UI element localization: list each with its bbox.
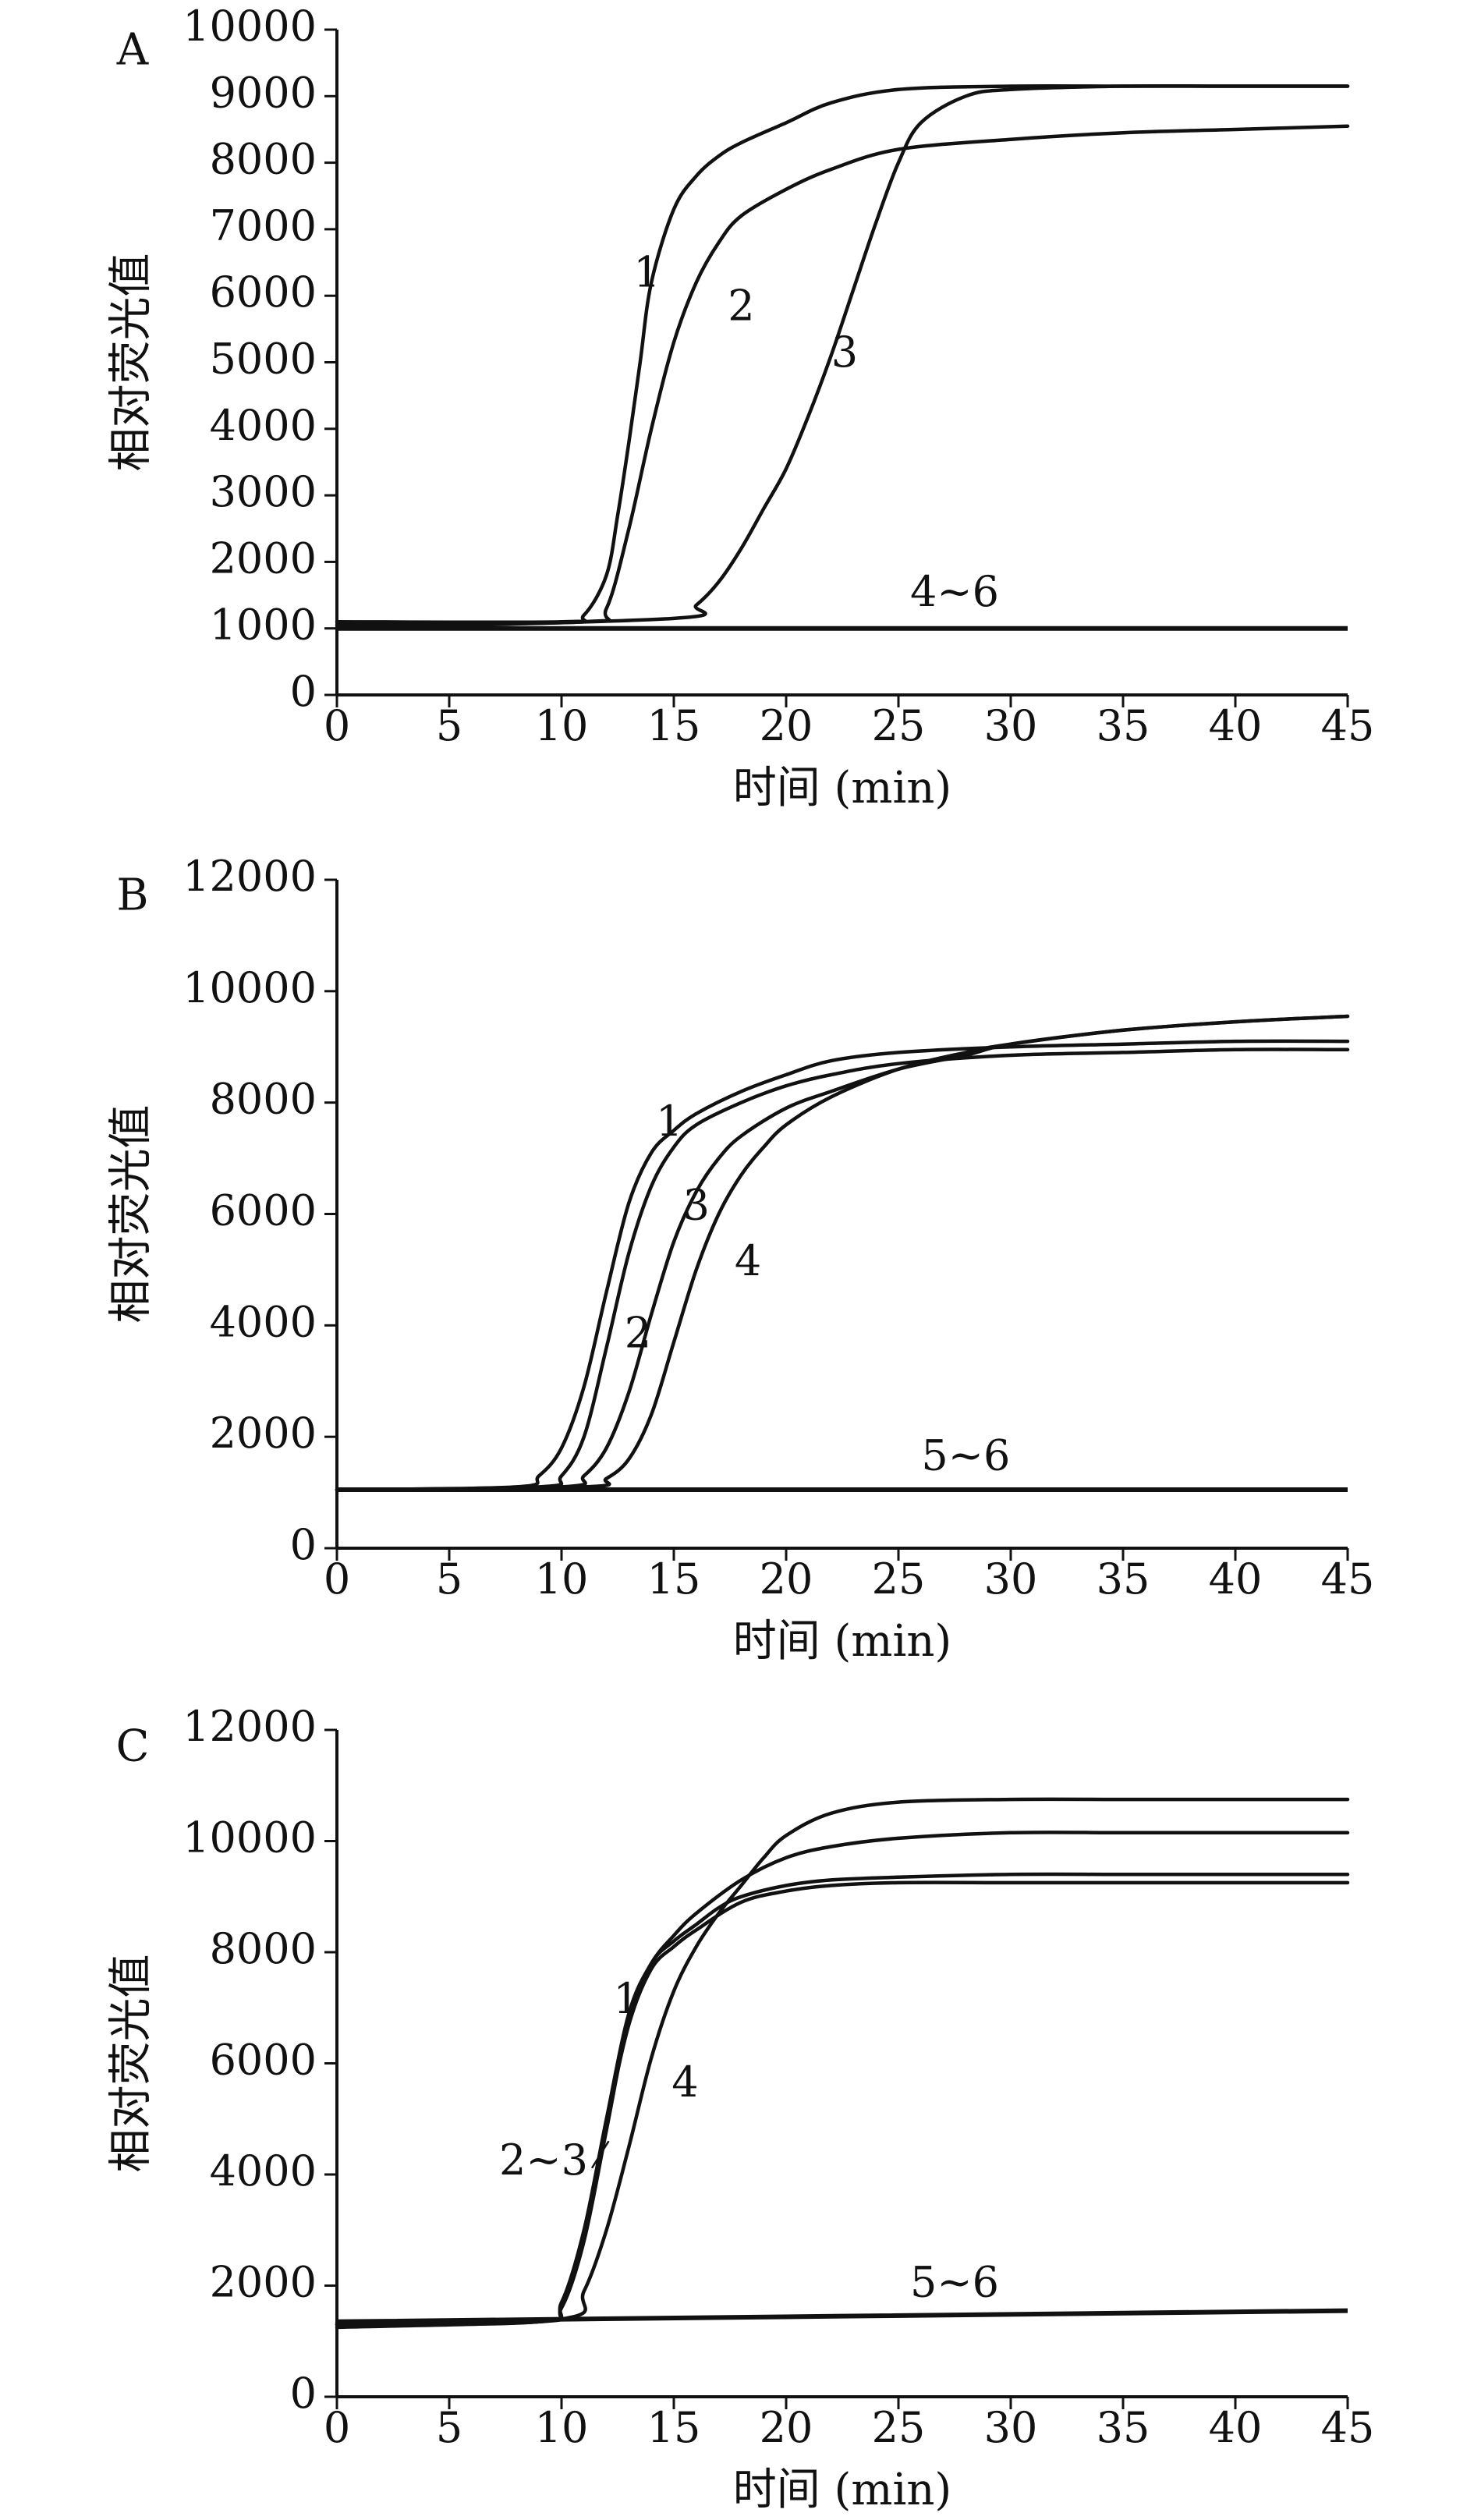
series-line-1 <box>335 1872 1350 2327</box>
y-tick-label: 9000 <box>210 68 317 117</box>
panel-letter: C <box>116 1721 150 1772</box>
curve-label-1: 1 <box>613 1974 640 2023</box>
y-tick-label: 3000 <box>210 467 317 516</box>
y-tick-label: 7000 <box>210 201 317 250</box>
x-tick-label: 5 <box>436 2403 462 2452</box>
x-tick-label: 30 <box>984 701 1038 750</box>
series-line-2 <box>335 1047 1350 1492</box>
curve-label-5-6: 5~6 <box>921 1431 1010 1480</box>
y-tick-label: 8000 <box>210 1924 317 1973</box>
x-tick-label: 35 <box>1097 701 1150 750</box>
curve-label-2-3: 2~3 <box>499 2135 588 2185</box>
y-tick-label: 6000 <box>210 268 317 317</box>
series-line-1 <box>335 1039 1350 1492</box>
x-tick-label: 0 <box>324 1554 350 1604</box>
x-tick-label: 15 <box>647 1554 701 1604</box>
y-axis-title: 相对荧光值 <box>106 1955 157 2173</box>
y-tick-label: 4000 <box>210 401 317 450</box>
x-tick-label: 25 <box>872 701 926 750</box>
curve-label-3: 3 <box>831 328 858 377</box>
curve-label-4: 4 <box>671 2057 698 2107</box>
y-tick-label: 10000 <box>182 963 317 1012</box>
curve-label-2: 2 <box>728 281 754 330</box>
x-tick-label: 20 <box>760 701 813 750</box>
y-tick-label: 2000 <box>210 533 317 583</box>
y-tick-label: 8000 <box>210 1075 317 1124</box>
y-tick-label: 8000 <box>210 135 317 184</box>
x-tick-label: 40 <box>1209 1554 1263 1604</box>
y-tick-label: 12000 <box>182 852 317 901</box>
x-tick-label: 30 <box>984 2403 1038 2452</box>
curve-label-1: 1 <box>633 248 660 297</box>
y-tick-label: 10000 <box>182 1813 317 1863</box>
y-tick-label: 1000 <box>210 601 317 650</box>
series-line-2 <box>335 1831 1350 2327</box>
series-line-3 <box>335 83 1350 630</box>
series-line-2 <box>335 124 1350 627</box>
panel-b: B 0 2000 4000 6000 8000 10000 12000 0 5 10 15 20 25 30… <box>106 852 1375 1667</box>
y-tick-label: 0 <box>290 2369 317 2418</box>
x-tick-label: 5 <box>436 701 462 750</box>
x-tick-label: 40 <box>1209 701 1263 750</box>
y-axis-title: 相对荧光值 <box>106 253 157 472</box>
x-tick-label: 45 <box>1321 1554 1375 1604</box>
y-tick-label: 0 <box>290 667 317 716</box>
y-tick-label: 5000 <box>210 335 317 384</box>
y-tick-label: 2000 <box>210 1409 317 1458</box>
x-tick-label: 40 <box>1209 2403 1263 2452</box>
curve-label-1: 1 <box>656 1097 682 1146</box>
x-tick-label: 20 <box>760 1554 813 1604</box>
x-tick-label: 15 <box>647 2403 701 2452</box>
x-tick-label: 20 <box>760 2403 813 2452</box>
x-tick-label: 0 <box>324 701 350 750</box>
x-axis-title: 时间 (min) <box>733 763 952 813</box>
curve-label-4: 4 <box>735 1236 761 1285</box>
series-line-3 <box>335 1880 1350 2327</box>
x-tick-label: 25 <box>872 2403 926 2452</box>
x-tick-label: 0 <box>324 2403 350 2452</box>
curve-label-5-6: 5~6 <box>910 2258 999 2307</box>
curve-label-4-6: 4~6 <box>910 567 999 616</box>
y-tick-label: 6000 <box>210 1186 317 1235</box>
x-tick-label: 10 <box>535 701 589 750</box>
y-axis-title: 相对荧光值 <box>106 1105 157 1324</box>
x-tick-label: 10 <box>535 2403 589 2452</box>
panel-letter: B <box>116 870 148 921</box>
x-tick-label: 10 <box>535 1554 589 1604</box>
y-tick-label: 10000 <box>182 2 317 51</box>
panel-c: C 0 2000 4000 6000 8000 10000 12000 0 5 10 15 20 25 30… <box>106 1702 1375 2515</box>
x-tick-label: 35 <box>1097 1554 1150 1604</box>
y-tick-label: 6000 <box>210 2036 317 2085</box>
x-tick-label: 45 <box>1321 701 1375 750</box>
series-line-4 <box>335 1797 1350 2330</box>
x-tick-label: 35 <box>1097 2403 1150 2452</box>
y-tick-label: 12000 <box>182 1702 317 1751</box>
x-tick-label: 30 <box>984 1554 1038 1604</box>
curve-label-2: 2 <box>625 1309 651 1358</box>
series-line-3 <box>335 1014 1350 1492</box>
y-tick-label: 0 <box>290 1520 317 1569</box>
curve-label-3: 3 <box>683 1180 710 1229</box>
series-line-5-6 <box>336 2308 1348 2324</box>
x-tick-label: 15 <box>647 701 701 750</box>
series-line-4 <box>335 1014 1350 1492</box>
y-tick-label: 2000 <box>210 2258 317 2307</box>
x-axis-title: 时间 (min) <box>733 2465 952 2515</box>
label-leader-line <box>590 2140 610 2169</box>
x-tick-label: 25 <box>872 1554 926 1604</box>
y-tick-label: 4000 <box>210 2146 317 2196</box>
panel-a: A010002000300040005000600070008000900010… <box>106 2 1375 813</box>
x-tick-label: 45 <box>1321 2403 1375 2452</box>
panel-letter: A <box>116 25 149 76</box>
x-axis-title: 时间 (min) <box>733 1616 952 1667</box>
x-tick-label: 5 <box>436 1554 462 1604</box>
y-tick-label: 4000 <box>210 1297 317 1346</box>
